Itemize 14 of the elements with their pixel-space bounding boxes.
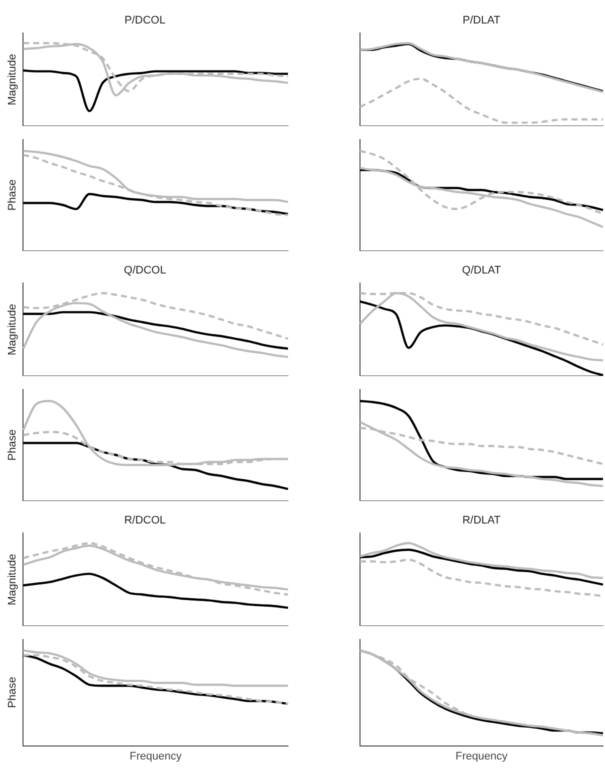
y-axis-title: Phase xyxy=(6,179,19,211)
chart-title: P/DCOL xyxy=(124,14,166,27)
chart-title: R/DLAT xyxy=(462,514,501,527)
chart-title: P/DLAT xyxy=(462,14,501,27)
chart-title: Q/DCOL xyxy=(124,264,166,277)
x-axis-title: Frequency xyxy=(456,750,508,762)
y-axis-title: Magnitude xyxy=(6,304,19,356)
y-axis-title: Phase xyxy=(6,429,19,461)
chart-title: R/DCOL xyxy=(124,514,166,527)
y-axis-title: Magnitude xyxy=(6,54,19,106)
x-axis-title: Frequency xyxy=(130,750,182,762)
chart-title: Q/DLAT xyxy=(462,264,502,277)
y-axis-title: Phase xyxy=(6,676,19,708)
y-axis-title: Magnitude xyxy=(6,554,19,606)
